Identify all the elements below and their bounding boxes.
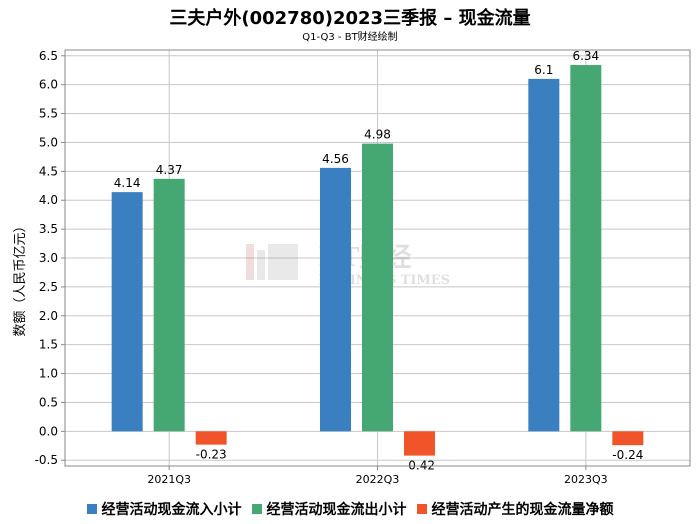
data-label: 4.37 [156, 163, 183, 177]
data-label: 4.56 [322, 152, 349, 166]
legend-label-outflow: 经营活动现金流出小计 [266, 502, 407, 518]
y-tick-label: 2.0 [39, 309, 58, 323]
bar [404, 431, 435, 456]
chart-subtitle: Q1-Q3 - BT财经绘制 [302, 32, 398, 43]
x-tick-label: 2022Q3 [356, 473, 400, 486]
y-tick-label: 2.5 [39, 280, 58, 294]
legend-label-inflow: 经营活动现金流入小计 [101, 502, 242, 518]
bar [320, 167, 351, 432]
x-tick-label: 2021Q3 [147, 473, 191, 486]
bar [111, 192, 143, 432]
legend-swatch-inflow [86, 504, 97, 514]
data-label: -0.23 [196, 448, 227, 462]
x-tick-label: 2023Q3 [564, 473, 608, 486]
data-label: 6.34 [572, 49, 599, 63]
y-tick-label: 6.5 [39, 49, 58, 63]
data-label: 4.98 [364, 128, 391, 142]
axes: -0.5 0.0 0.5 1.0 1.5 2.0 2.5 3.0 3.5 4.0 4.5 5.0 5.5… [35, 49, 691, 486]
watermark-logo-bar [257, 250, 265, 280]
y-axis-label: 数额（人民币亿元） [13, 219, 28, 336]
legend-item-inflow[interactable]: 经营活动现金流入小计 [86, 499, 242, 519]
y-tick-label: 4.0 [39, 193, 58, 207]
y-tick-label: 3.0 [39, 251, 58, 265]
data-label: 6.1 [534, 63, 553, 77]
bars: 4.144.37-0.234.564.98-0.426.16.34-0.24 [111, 49, 644, 473]
data-label: 4.14 [114, 176, 141, 190]
watermark-logo-block [268, 244, 298, 280]
bar [528, 78, 560, 432]
y-tick-label: 5.0 [39, 135, 58, 149]
bar [570, 65, 602, 432]
bar [153, 178, 185, 432]
legend-item-outflow[interactable]: 经营活动现金流出小计 [251, 499, 407, 519]
y-tick-label: 1.5 [39, 338, 58, 352]
plot-border [64, 49, 691, 467]
y-tick-label: 1.0 [39, 367, 58, 381]
y-tick-label: 6.0 [39, 78, 58, 92]
legend-item-net[interactable]: 经营活动产生的现金流量净额 [416, 499, 614, 519]
legend-swatch-outflow [251, 504, 262, 514]
y-tick-label: 0.0 [39, 424, 58, 438]
chart-title: 三夫户外(002780)2023三季报 – 现金流量 [169, 8, 531, 29]
bar [612, 431, 644, 446]
y-tick-label: 3.5 [39, 222, 58, 236]
watermark-logo-bar [246, 244, 254, 280]
legend-label-net: 经营活动产生的现金流量净额 [431, 502, 614, 518]
y-tick-label: 0.5 [39, 395, 58, 409]
legend-swatch-net [416, 504, 427, 514]
legend: 经营活动现金流入小计 经营活动现金流出小计 经营活动产生的现金流量净额 [0, 499, 700, 519]
y-tick-label: 5.5 [39, 107, 58, 121]
y-tick-label: -0.5 [35, 453, 58, 467]
bar [195, 431, 227, 445]
y-tick-label: 4.5 [39, 164, 58, 178]
bar [362, 143, 393, 432]
data-label: -0.24 [612, 448, 643, 462]
